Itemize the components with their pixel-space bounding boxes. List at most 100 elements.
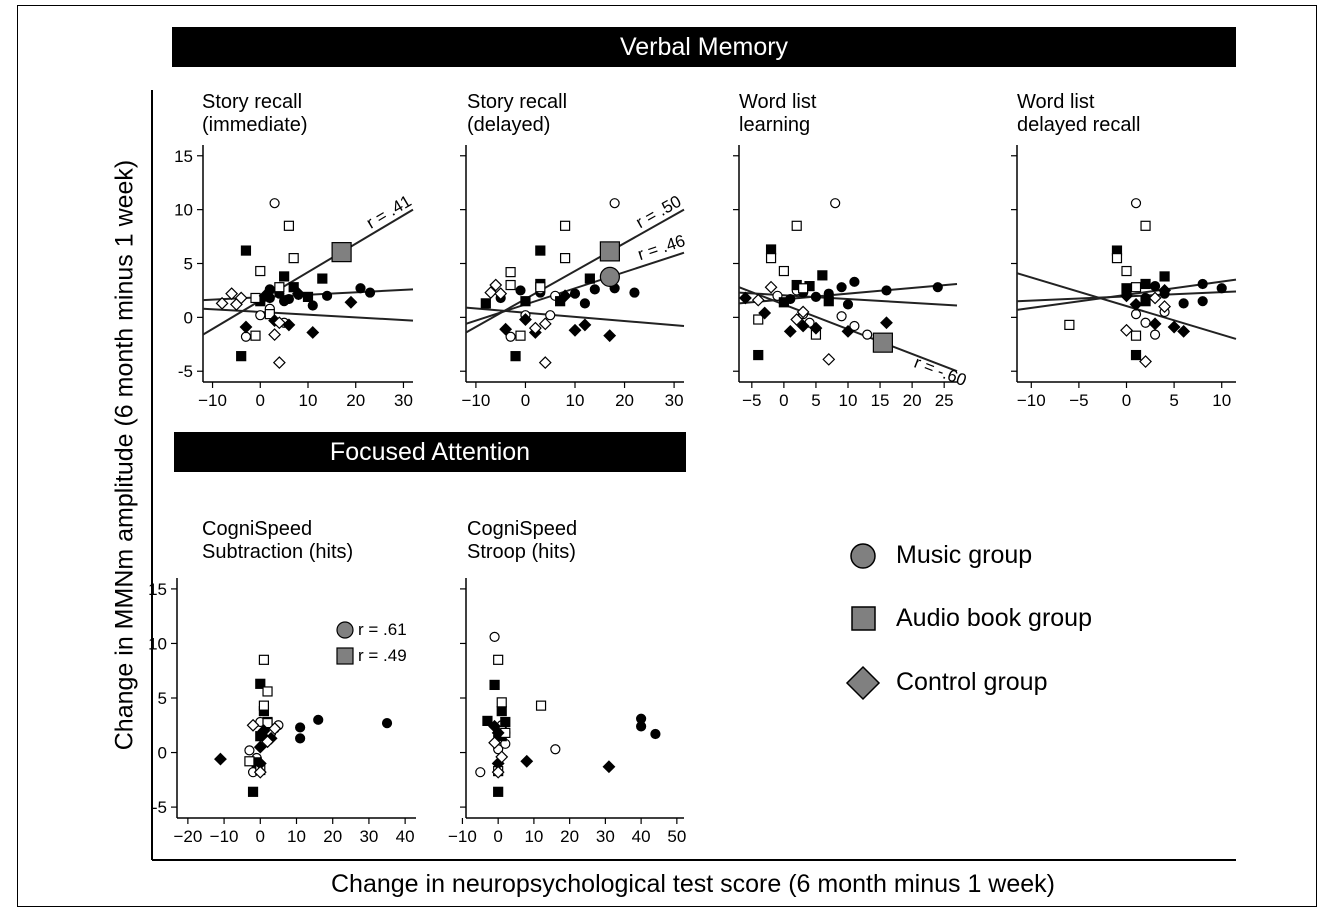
x-tick-label: 20 bbox=[903, 391, 922, 410]
x-tick-label: 30 bbox=[596, 827, 615, 846]
y-tick-label: -5 bbox=[178, 362, 193, 381]
control-point bbox=[519, 313, 532, 326]
music-point bbox=[1197, 278, 1208, 290]
audio-point bbox=[505, 267, 516, 278]
x-tick-label: 40 bbox=[632, 827, 651, 846]
control-point bbox=[538, 317, 552, 331]
x-tick-label: 30 bbox=[394, 391, 413, 410]
x-tick-label: −5 bbox=[1069, 391, 1088, 410]
audio-point bbox=[1159, 271, 1170, 282]
audio-point bbox=[791, 220, 802, 231]
y-tick-label: 0 bbox=[184, 308, 193, 327]
regression-line bbox=[465, 251, 685, 325]
control-point bbox=[494, 287, 508, 301]
audio-point bbox=[255, 265, 266, 277]
control-point bbox=[257, 724, 271, 738]
music-point bbox=[489, 631, 500, 643]
control-point bbox=[602, 760, 616, 774]
correlation-marker bbox=[599, 266, 620, 288]
x-axis-label: Change in neuropsychological test score … bbox=[331, 870, 1055, 898]
control-point bbox=[253, 765, 267, 779]
music-point bbox=[849, 276, 860, 287]
correlation-marker bbox=[331, 242, 352, 263]
audio-point bbox=[535, 700, 547, 711]
music-point bbox=[313, 714, 324, 725]
control-point bbox=[253, 740, 267, 754]
control-point bbox=[261, 735, 274, 749]
figure-frame bbox=[17, 5, 1317, 907]
x-tick-label: 20 bbox=[560, 827, 579, 846]
legend-music-marker bbox=[850, 543, 876, 569]
music-point bbox=[1130, 198, 1142, 209]
audio-point bbox=[302, 291, 314, 302]
x-tick-label: 10 bbox=[524, 827, 543, 846]
audio-point bbox=[1140, 220, 1151, 231]
y-tick-label: 0 bbox=[158, 744, 167, 763]
audio-point bbox=[778, 297, 789, 308]
panel-title-wordlist-learning: Word list learning bbox=[739, 91, 817, 136]
music-point bbox=[1216, 283, 1227, 294]
audio-point bbox=[535, 245, 546, 256]
x-tick-label: −10 bbox=[198, 391, 227, 410]
music-point bbox=[932, 282, 943, 293]
music-point bbox=[629, 287, 640, 298]
control-point bbox=[1120, 289, 1133, 303]
control-point bbox=[491, 765, 505, 779]
music-point bbox=[475, 767, 486, 778]
music-point bbox=[862, 329, 873, 340]
verbal-memory-header: Verbal Memory bbox=[172, 27, 1236, 67]
x-tick-label: 10 bbox=[287, 827, 306, 846]
control-point bbox=[292, 287, 305, 301]
audio-point bbox=[520, 296, 531, 307]
music-point bbox=[550, 744, 561, 755]
control-point bbox=[268, 722, 282, 735]
audio-point bbox=[258, 654, 270, 665]
control-point bbox=[306, 326, 320, 339]
focused-attention-header: Focused Attention bbox=[174, 432, 686, 472]
x-tick-label: 0 bbox=[493, 827, 502, 846]
control-point bbox=[1139, 355, 1152, 368]
audio-point bbox=[500, 716, 511, 728]
panel-title-wordlist-delayed: Word list delayed recall bbox=[1017, 91, 1141, 136]
control-point bbox=[258, 289, 272, 303]
audio-point bbox=[1130, 330, 1142, 341]
inset-legend-r-audio: r = .49 bbox=[358, 646, 407, 665]
control-point bbox=[1129, 298, 1143, 311]
audio-point bbox=[559, 220, 571, 231]
regression-line bbox=[202, 208, 414, 336]
x-tick-label: 0 bbox=[521, 391, 530, 410]
music-point bbox=[355, 283, 366, 294]
audio-point bbox=[258, 700, 270, 711]
x-tick-label: 40 bbox=[396, 827, 415, 846]
y-tick-label: -5 bbox=[152, 798, 167, 817]
audio-point bbox=[535, 282, 546, 293]
audio-point bbox=[283, 220, 295, 231]
control-point bbox=[495, 750, 509, 764]
control-point bbox=[344, 295, 358, 309]
music-point bbox=[842, 299, 854, 310]
control-point bbox=[738, 291, 752, 305]
panel-title-cognispeed-stroop: CogniSpeed Stroop (hits) bbox=[467, 518, 578, 563]
x-tick-label: −10 bbox=[210, 827, 239, 846]
music-point bbox=[364, 287, 376, 298]
control-point bbox=[1148, 317, 1162, 331]
regression-line bbox=[202, 307, 414, 322]
music-point bbox=[589, 284, 600, 295]
control-point bbox=[489, 278, 503, 292]
audio-point bbox=[753, 314, 764, 325]
audio-point bbox=[262, 717, 273, 729]
audio-point bbox=[236, 351, 247, 362]
control-point bbox=[520, 754, 534, 768]
audio-point bbox=[288, 282, 299, 293]
audio-point bbox=[493, 786, 504, 797]
music-point bbox=[650, 728, 661, 740]
x-tick-label: 5 bbox=[811, 391, 820, 410]
correlation-marker bbox=[599, 241, 620, 262]
music-point bbox=[836, 282, 847, 293]
audio-point bbox=[1064, 319, 1075, 331]
x-tick-label: 20 bbox=[346, 391, 365, 410]
control-point bbox=[272, 356, 286, 370]
audio-point bbox=[480, 298, 491, 309]
control-point bbox=[1177, 324, 1191, 338]
